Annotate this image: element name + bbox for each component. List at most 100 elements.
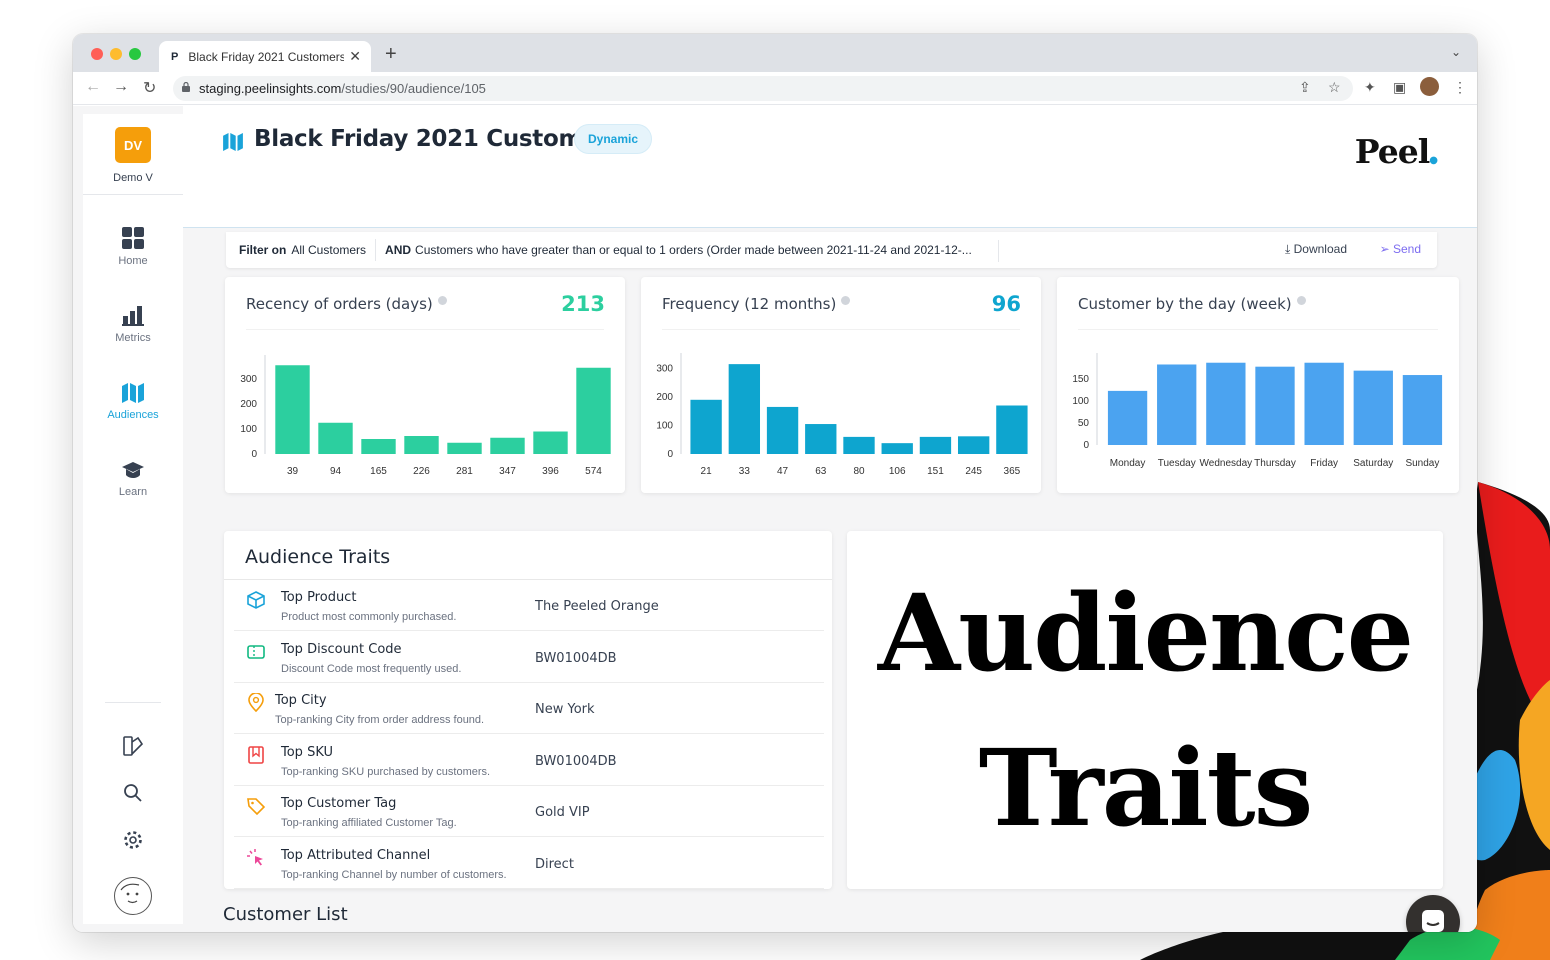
gear-icon[interactable] xyxy=(122,829,144,851)
chart-bar[interactable] xyxy=(1353,370,1393,445)
back-icon[interactable]: ← xyxy=(85,78,101,95)
customer-list-title: Customer List xyxy=(223,904,348,925)
trait-row: Top Discount Code Discount Code most freq… xyxy=(234,632,824,683)
sidebar-item-home[interactable]: Home xyxy=(83,227,183,267)
filter-and: AND xyxy=(385,243,412,257)
trait-description: Discount Code most frequently used. xyxy=(281,662,462,675)
chart-bar[interactable] xyxy=(957,436,990,454)
chart-bar[interactable] xyxy=(318,422,353,454)
frequency-card: Frequency (12 months) 96 0 100 200 300 21 33 4… xyxy=(641,277,1041,493)
download-label: Download xyxy=(1293,242,1347,256)
chart-bar[interactable] xyxy=(996,405,1028,455)
chart-bar[interactable] xyxy=(361,439,396,454)
y-tick-label: 100 xyxy=(240,424,257,435)
user-face-icon[interactable] xyxy=(114,877,152,915)
filter-scope[interactable]: All Customers xyxy=(291,243,367,257)
info-icon[interactable] xyxy=(841,296,851,305)
chart-bar[interactable] xyxy=(728,364,761,454)
chart-bar[interactable] xyxy=(1255,366,1295,445)
trait-value: The Peeled Orange xyxy=(535,599,659,614)
trait-row: Top Attributed Channel Top-ranking Channe… xyxy=(234,838,824,889)
maximize-window-button[interactable] xyxy=(129,48,141,60)
traits-divider xyxy=(224,579,832,580)
share-icon[interactable]: ⇪ xyxy=(1299,79,1311,95)
send-button[interactable]: ➢ Send xyxy=(1380,242,1421,256)
overlay-title-card: Audience Traits xyxy=(847,531,1443,889)
chat-launcher-button[interactable] xyxy=(1406,895,1460,932)
url-host: staging.peelinsights.com xyxy=(199,81,342,96)
x-tick-label: 396 xyxy=(542,466,559,477)
y-tick-label: 50 xyxy=(1078,418,1090,429)
x-tick-label: Friday xyxy=(1310,458,1338,469)
trait-name: Top Customer Tag xyxy=(281,796,397,811)
chart-bar[interactable] xyxy=(447,442,482,454)
tab-list-chevron-icon[interactable]: ⌄ xyxy=(1450,45,1461,59)
sidebar-item-label: Home xyxy=(118,255,148,267)
grid-icon xyxy=(122,227,144,249)
trait-description: Top-ranking City from order address foun… xyxy=(275,714,485,726)
card-title-text: Customer by the day (week) xyxy=(1078,295,1292,313)
info-icon[interactable] xyxy=(1296,296,1306,305)
y-tick-label: 150 xyxy=(1072,374,1089,385)
trait-row: Top City Top-ranking City from order addr… xyxy=(234,683,824,734)
search-icon[interactable] xyxy=(122,782,144,804)
chart-bar[interactable] xyxy=(881,443,913,454)
download-button[interactable]: ⤓ Download xyxy=(1285,242,1347,257)
trait-value: BW01004DB xyxy=(535,753,617,769)
address-bar[interactable]: staging.peelinsights.com/studies/90/audi… xyxy=(173,76,1353,101)
trait-value: New York xyxy=(535,702,595,717)
chart-bar[interactable] xyxy=(1157,364,1197,445)
day-of-week-card: Customer by the day (week) 0 50 100 150 Mond… xyxy=(1057,277,1459,493)
filter-label: Filter on xyxy=(239,243,287,257)
x-tick-label: 39 xyxy=(287,466,299,477)
sidebar-item-learn[interactable]: Learn xyxy=(83,460,183,498)
trait-name: Top Product xyxy=(281,590,357,605)
close-tab-icon[interactable]: ✕ xyxy=(349,48,361,64)
forward-icon[interactable]: → xyxy=(113,78,129,95)
browser-menu-icon[interactable]: ⋮ xyxy=(1453,79,1467,95)
chart-bar[interactable] xyxy=(404,436,439,454)
org-name[interactable]: Demo V xyxy=(113,172,153,184)
x-tick-label: Thursday xyxy=(1254,458,1296,469)
sidebar-divider xyxy=(83,194,183,195)
palette-icon[interactable] xyxy=(122,735,144,757)
browser-tab[interactable]: P Black Friday 2021 Customers - ✕ xyxy=(159,41,371,72)
chart-bar[interactable] xyxy=(576,367,611,454)
chart-bar[interactable] xyxy=(843,436,875,454)
card-title-text: Recency of orders (days) xyxy=(246,295,433,313)
info-icon[interactable] xyxy=(437,296,447,305)
new-tab-icon[interactable]: + xyxy=(385,43,397,65)
chart-bar[interactable] xyxy=(1402,375,1443,445)
chart-bar[interactable] xyxy=(1107,390,1148,445)
chart-bar[interactable] xyxy=(766,406,799,454)
x-tick-label: Wednesday xyxy=(1200,458,1253,469)
bookmark-star-icon[interactable]: ☆ xyxy=(1328,79,1341,95)
chart-bar[interactable] xyxy=(690,399,722,454)
close-window-button[interactable] xyxy=(91,48,103,60)
chart-bar[interactable] xyxy=(1206,362,1246,445)
x-tick-label: 80 xyxy=(853,466,865,477)
chart-bar[interactable] xyxy=(919,436,952,454)
org-avatar[interactable]: DV xyxy=(115,127,151,163)
sidebar-item-audiences[interactable]: Audiences xyxy=(83,383,183,421)
extensions-icon[interactable]: ✦ xyxy=(1364,79,1376,95)
face-drawing xyxy=(120,883,140,904)
sidebar-item-metrics[interactable]: Metrics xyxy=(83,306,183,344)
chart-bar[interactable] xyxy=(533,431,568,455)
chart-bar[interactable] xyxy=(805,424,837,454)
chart-bar[interactable] xyxy=(490,437,525,454)
reload-icon[interactable]: ↻ xyxy=(143,80,157,97)
send-label: Send xyxy=(1392,242,1421,256)
graduation-cap-icon xyxy=(122,462,144,478)
filter-condition[interactable]: Customers who have greater than or equal… xyxy=(415,243,972,257)
y-tick-label: 0 xyxy=(1083,440,1089,451)
card-title: Recency of orders (days) xyxy=(246,295,447,313)
trait-row: Top Customer Tag Top-ranking affiliated C… xyxy=(234,786,824,837)
x-tick-label: 574 xyxy=(585,466,602,477)
chart-bar[interactable] xyxy=(275,365,310,454)
chart-bar[interactable] xyxy=(1304,362,1344,445)
card-divider xyxy=(246,329,604,330)
side-panel-icon[interactable]: ▣ xyxy=(1393,79,1407,95)
profile-avatar-icon[interactable] xyxy=(1420,77,1439,96)
minimize-window-button[interactable] xyxy=(110,48,122,60)
